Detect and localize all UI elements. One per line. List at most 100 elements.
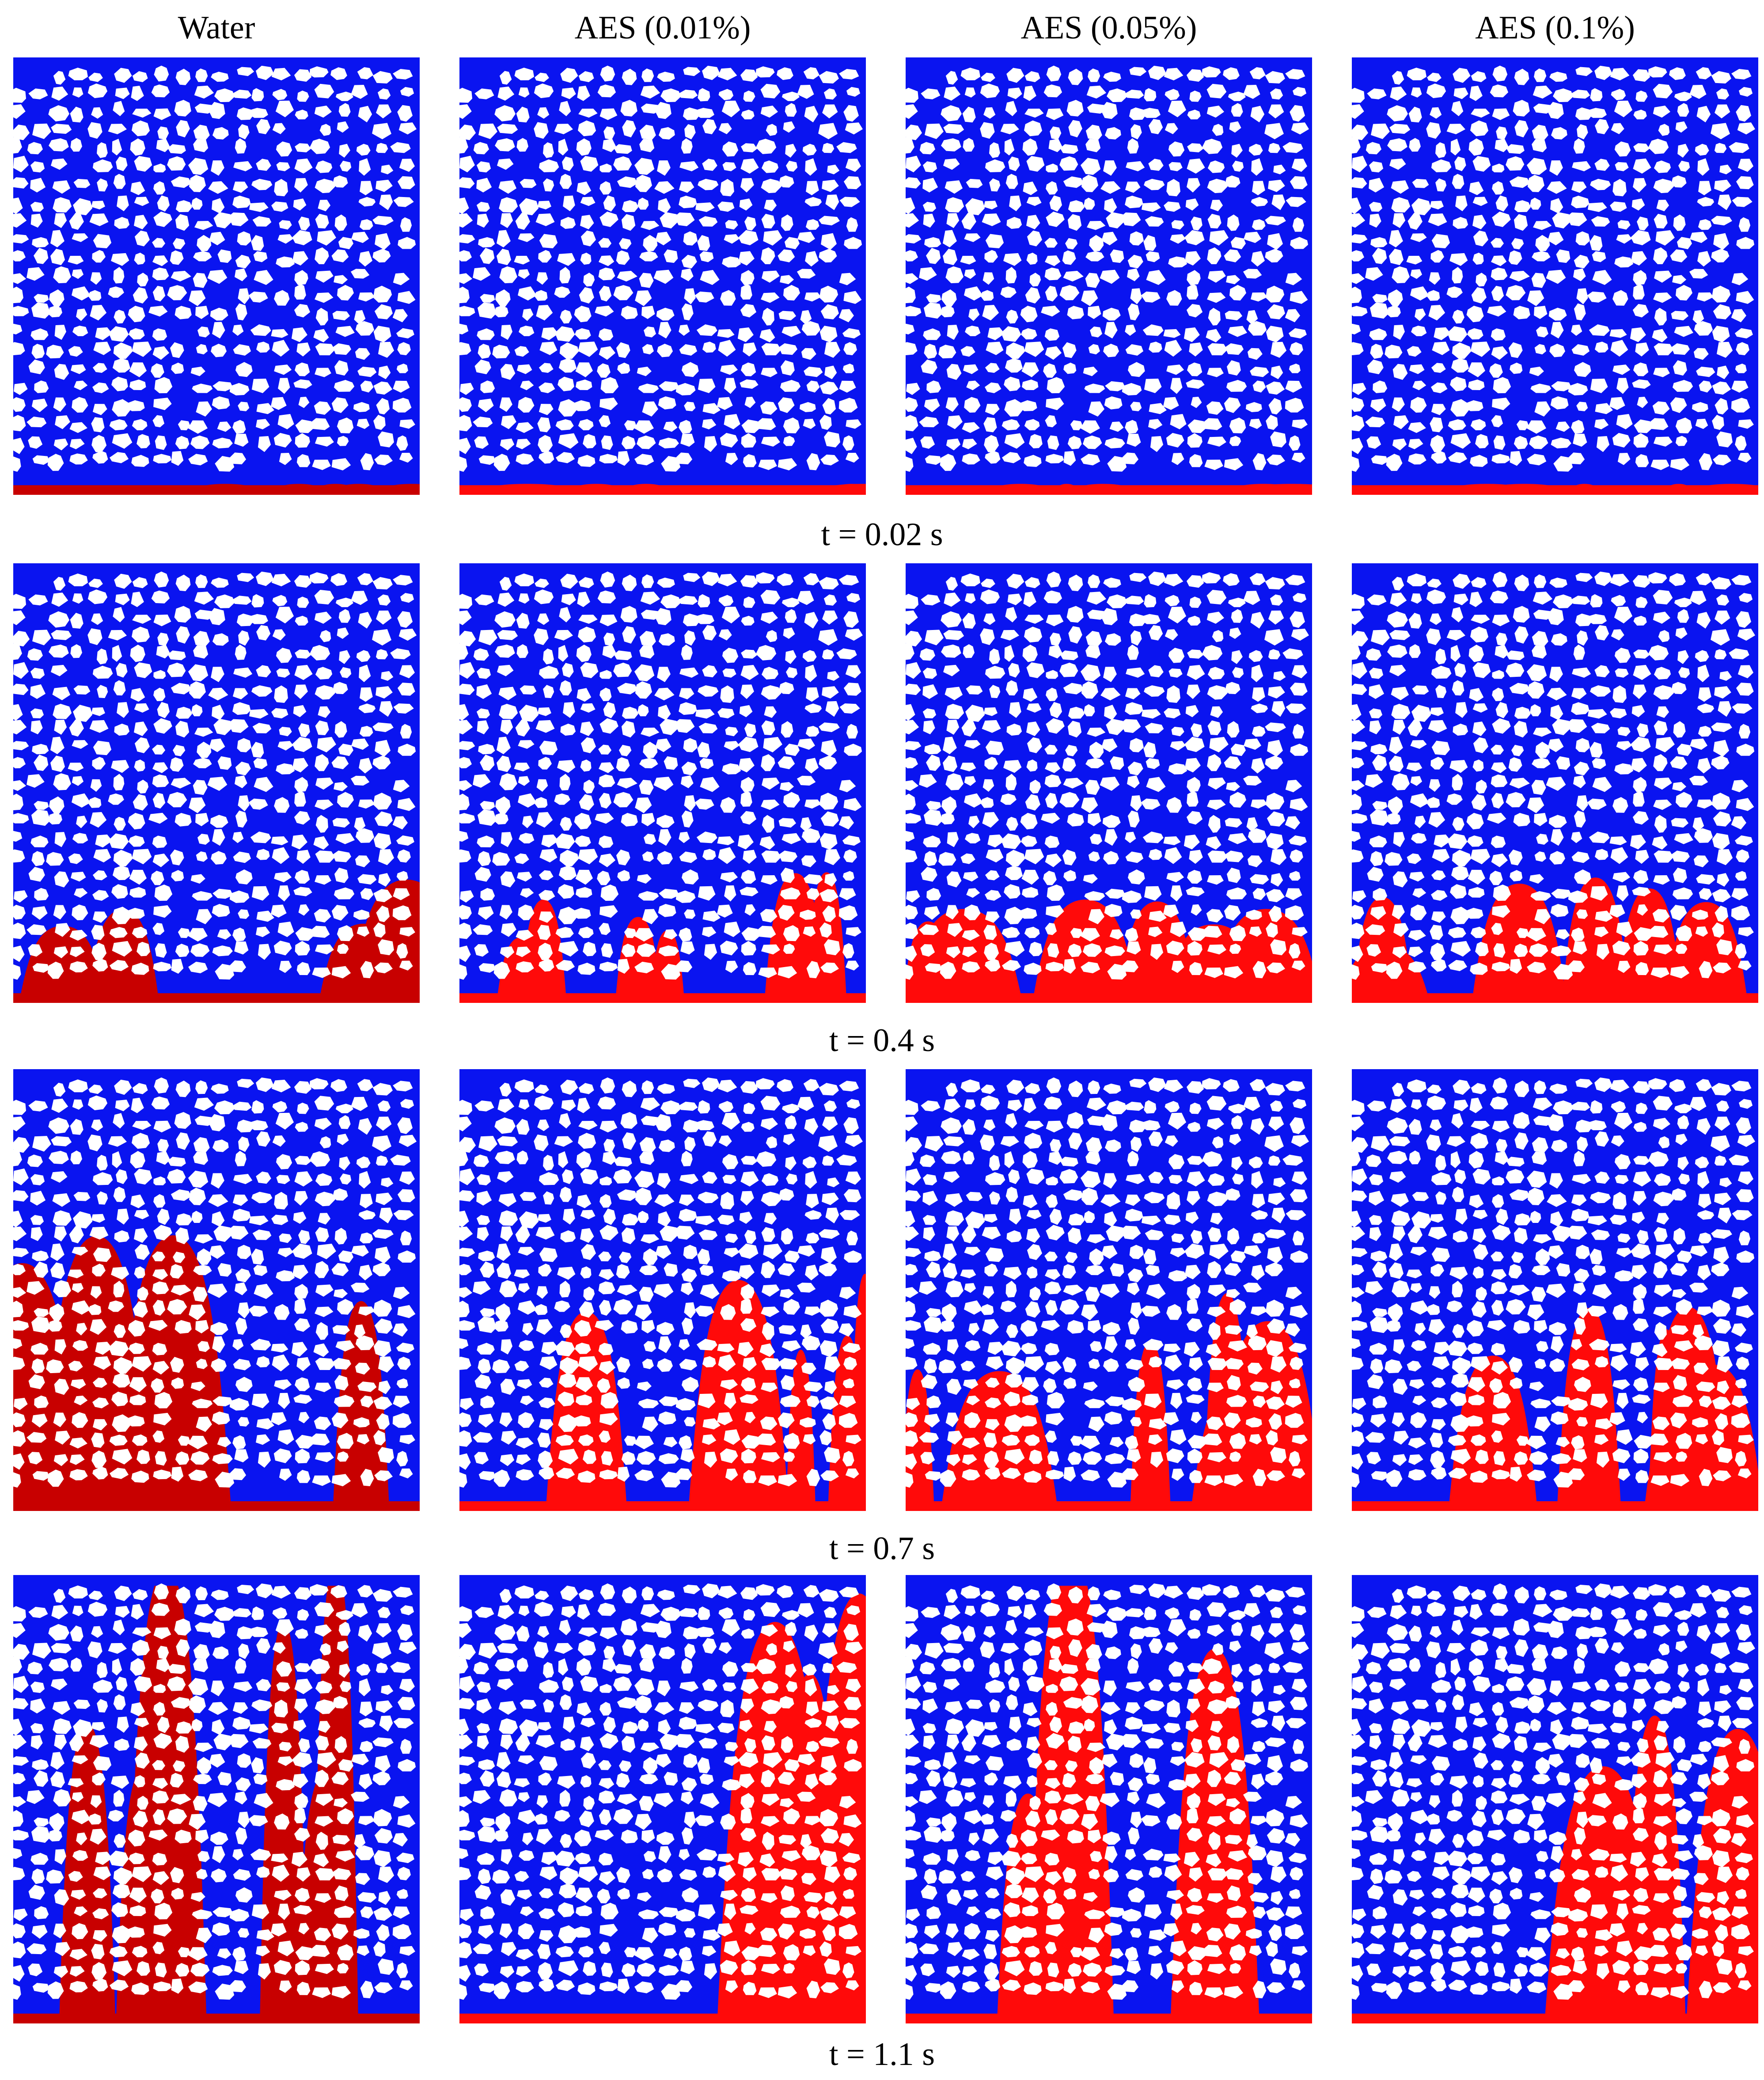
grain: [1408, 946, 1423, 957]
grain: [683, 107, 700, 120]
grain: [1202, 926, 1222, 938]
grain: [1689, 269, 1708, 279]
grain: [137, 941, 150, 956]
grain: [1473, 1244, 1488, 1260]
grain: [331, 1263, 349, 1276]
grain: [801, 348, 816, 360]
grain: [1189, 962, 1203, 975]
grain: [1148, 926, 1163, 938]
grain: [923, 1316, 943, 1333]
grain: [459, 137, 468, 154]
grain: [459, 757, 472, 769]
grain: [13, 197, 23, 214]
grain: [1387, 812, 1401, 825]
grain: [1615, 162, 1629, 171]
grain: [597, 590, 616, 604]
grain: [1450, 645, 1461, 662]
grain: [295, 1377, 310, 1391]
grain: [1265, 577, 1285, 590]
grain: [679, 161, 699, 171]
grain: [1385, 345, 1403, 359]
grain: [943, 1262, 957, 1279]
grain: [762, 815, 774, 833]
grain: [981, 578, 995, 588]
grain: [1677, 1156, 1689, 1171]
grain: [1045, 961, 1064, 972]
grain: [985, 740, 1004, 755]
grain: [695, 614, 714, 624]
grain: [175, 1320, 192, 1334]
outlet-band: [1352, 57, 1758, 68]
grain: [637, 197, 649, 210]
grain: [132, 108, 152, 118]
grain: [232, 688, 248, 699]
grain: [1229, 627, 1241, 639]
grain: [843, 1189, 861, 1203]
grain: [906, 1226, 919, 1241]
grain: [777, 67, 793, 80]
grain: [228, 1226, 249, 1240]
grain: [27, 142, 43, 155]
grain: [132, 849, 152, 865]
grain: [1207, 1358, 1228, 1370]
grain: [134, 156, 152, 172]
grain-layer: [459, 65, 863, 472]
grain: [477, 213, 489, 228]
grain: [499, 197, 518, 213]
grain: [601, 435, 613, 450]
grain: [372, 71, 393, 84]
grain: [1184, 327, 1200, 342]
grain: [821, 740, 837, 757]
grain: [258, 436, 271, 452]
grain: [1610, 708, 1627, 719]
grain: [1149, 625, 1163, 641]
grain: [337, 285, 354, 301]
grain: [846, 419, 861, 429]
grain: [778, 756, 795, 770]
grain: [1002, 1468, 1021, 1479]
grain: [167, 792, 187, 808]
simulation-panel-r0-c1: [459, 57, 866, 495]
grain: [356, 1156, 371, 1169]
grain: [1428, 812, 1445, 828]
grain: [962, 453, 980, 465]
grain: [1527, 454, 1547, 466]
grain: [229, 1468, 247, 1480]
grain: [819, 249, 837, 263]
grain: [906, 1248, 922, 1257]
grain: [660, 212, 679, 229]
grain: [459, 1412, 472, 1427]
grain: [1144, 594, 1157, 607]
grain: [1426, 797, 1440, 808]
grain: [13, 1320, 29, 1331]
grain: [1164, 708, 1181, 719]
grain: [963, 872, 979, 882]
grain: [617, 176, 638, 188]
grain: [275, 100, 294, 118]
grain: [1110, 249, 1124, 263]
grain: [740, 887, 759, 896]
grain: [128, 812, 145, 830]
grain: [614, 650, 632, 660]
grain: [1455, 702, 1468, 718]
grain: [1129, 107, 1146, 120]
grain: [1008, 156, 1020, 171]
grain: [1491, 793, 1504, 809]
grain: [1431, 911, 1446, 923]
grain: [34, 888, 49, 901]
grain: [1143, 235, 1157, 251]
grain: [1648, 645, 1669, 660]
grain: [622, 574, 637, 592]
grain: [985, 1419, 1000, 1431]
grain: [232, 182, 248, 193]
grain: [1734, 835, 1753, 846]
grain: [1536, 326, 1548, 338]
grain: [1454, 663, 1466, 678]
grain: [558, 399, 577, 417]
grain: [279, 960, 292, 973]
grain: [1084, 1211, 1095, 1223]
grain: [580, 1244, 596, 1260]
grain: [558, 138, 569, 156]
outlet-band: [459, 563, 866, 574]
grain: [331, 1412, 349, 1428]
